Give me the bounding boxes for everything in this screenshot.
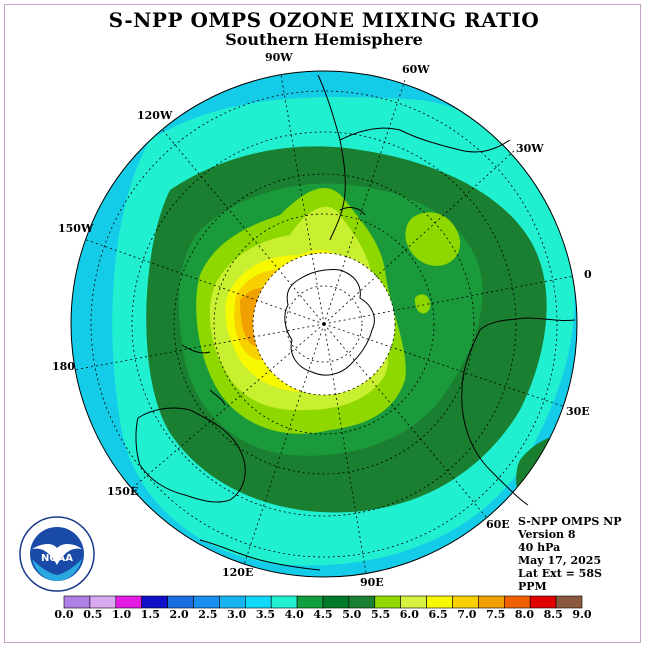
longitude-labels: 90W 60W 30W 0 30E 60E 90E 120E 150E 180 … — [52, 51, 592, 589]
info-units: PPM — [518, 580, 547, 593]
colorbar-swatch — [400, 595, 427, 609]
colorbar-swatch — [478, 595, 505, 609]
colorbar-swatch — [322, 595, 350, 609]
colorbar-label: 6.0 — [399, 608, 419, 621]
lon-label-120w: 120W — [137, 109, 173, 122]
colorbar-swatch — [503, 595, 531, 609]
lon-label-180: 180 — [52, 360, 75, 373]
antarctica-coast — [284, 269, 375, 376]
info-version: Version 8 — [518, 528, 576, 541]
lon-label-90w: 90W — [265, 51, 293, 64]
south-america-coast — [317, 74, 511, 241]
noaa-logo: NOAA — [19, 516, 95, 592]
coastlines — [135, 74, 576, 571]
info-pressure: 40 hPa — [518, 541, 561, 554]
colorbar-label: 5.5 — [370, 608, 391, 621]
lon-label-90e: 90E — [360, 576, 384, 589]
new-zealand-coast — [181, 344, 226, 406]
noaa-logo-text: NOAA — [41, 553, 73, 564]
colorbar-label: 2.0 — [169, 608, 189, 621]
colorbar-label: 5.0 — [342, 608, 362, 621]
colorbar-swatch — [555, 595, 583, 609]
colorbar-label: 3.5 — [255, 608, 276, 621]
lon-label-30e: 30E — [566, 405, 590, 418]
colorbar-swatch — [270, 595, 298, 609]
lon-label-60e: 60E — [486, 518, 510, 531]
field-lime-east — [405, 212, 461, 266]
lon-label-150e: 150E — [107, 485, 138, 498]
colorbar — [63, 595, 583, 609]
colorbar-label: 4.0 — [284, 608, 304, 621]
colorbar-swatch — [374, 595, 401, 609]
lon-label-30w: 30W — [516, 142, 544, 155]
colorbar-swatch — [529, 595, 557, 609]
colorbar-label: 7.5 — [486, 608, 506, 621]
colorbar-swatch — [115, 595, 143, 609]
page-subtitle: Southern Hemisphere — [225, 30, 423, 49]
lon-label-60w: 60W — [402, 63, 430, 76]
colorbar-swatch — [63, 595, 91, 609]
colorbar-swatch — [452, 595, 479, 609]
colorbar-label: 4.5 — [313, 608, 333, 621]
info-date: May 17, 2025 — [518, 554, 602, 567]
colorbar-swatch — [219, 595, 246, 609]
colorbar-label: 8.5 — [543, 608, 563, 621]
colorbar-swatch — [348, 595, 376, 609]
colorbar-label: 3.0 — [227, 608, 247, 621]
meridian-lines — [73, 74, 575, 574]
south-pole-marker — [322, 322, 326, 326]
colorbar-label: 8.0 — [514, 608, 535, 621]
colorbar-swatch — [245, 595, 272, 609]
info-product: S-NPP OMPS NP — [518, 515, 622, 528]
colorbar-label: 1.5 — [140, 608, 160, 621]
lon-label-0: 0 — [584, 268, 592, 281]
colorbar-label: 7.0 — [457, 608, 477, 621]
colorbar-swatch — [296, 595, 324, 609]
colorbar-swatch — [426, 595, 453, 609]
colorbar-label: 0.0 — [54, 608, 74, 621]
colorbar-swatch — [89, 595, 117, 609]
colorbar-swatch — [141, 595, 168, 609]
colorbar-label: 6.5 — [428, 608, 448, 621]
info-lat-extent: Lat Ext = 58S — [518, 567, 602, 580]
map-border — [70, 70, 578, 578]
field-lime-east2 — [414, 294, 431, 314]
colorbar-swatch — [167, 595, 194, 609]
se-asia-coast — [199, 539, 321, 571]
colorbar-label: 2.5 — [198, 608, 218, 621]
colorbar-swatch — [193, 595, 220, 609]
colorbar-label: 0.5 — [83, 608, 103, 621]
latitude-lines — [90, 90, 558, 558]
africa-coast — [461, 317, 576, 506]
australia-coast — [135, 407, 246, 503]
lon-label-120e: 120E — [222, 566, 253, 579]
colorbar-label: 1.0 — [111, 608, 132, 621]
lon-label-150w: 150W — [58, 222, 94, 235]
page-title: S-NPP OMPS OZONE MIXING RATIO — [108, 8, 540, 32]
colorbar-label: 9.0 — [572, 608, 592, 621]
